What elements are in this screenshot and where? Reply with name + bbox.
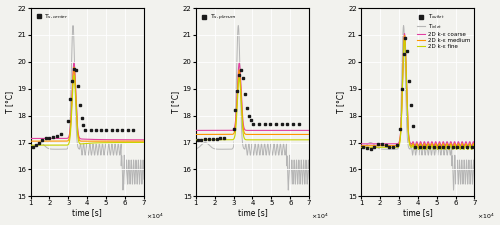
X-axis label: time [s]: time [s] (403, 208, 432, 217)
X-axis label: time [s]: time [s] (72, 208, 102, 217)
Legend: T$_{outlet}$, T$_{inlet}$, 2D k-ε coarse, 2D k-ε medium, 2D k-ε fine: T$_{outlet}$, T$_{inlet}$, 2D k-ε coarse… (416, 11, 472, 50)
Legend: T$_{s,plenum}$: T$_{s,plenum}$ (199, 11, 238, 25)
Legend: T$_{s,center}$: T$_{s,center}$ (34, 11, 71, 23)
Text: $\times10^4$: $\times10^4$ (476, 211, 494, 221)
X-axis label: time [s]: time [s] (238, 208, 268, 217)
Y-axis label: T [°C]: T [°C] (171, 91, 180, 113)
Y-axis label: T [°C]: T [°C] (6, 91, 15, 113)
Text: $\times10^4$: $\times10^4$ (146, 211, 164, 221)
Text: $\times10^4$: $\times10^4$ (312, 211, 329, 221)
Y-axis label: T [°C]: T [°C] (336, 91, 345, 113)
